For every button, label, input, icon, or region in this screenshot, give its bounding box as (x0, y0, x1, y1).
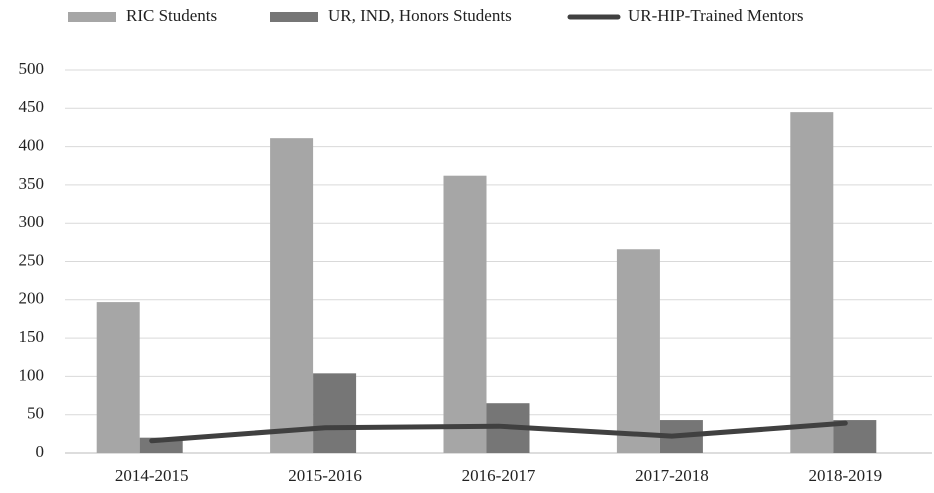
bar (270, 138, 314, 453)
y-tick-label: 50 (27, 404, 44, 423)
y-tick-label: 250 (19, 250, 45, 269)
bar (443, 175, 487, 453)
x-tick-label: 2016-2017 (462, 466, 536, 485)
y-tick-label: 200 (19, 289, 45, 308)
x-tick-label: 2017-2018 (635, 466, 709, 485)
bar (616, 249, 660, 453)
y-tick-label: 450 (19, 97, 45, 116)
bar (790, 112, 834, 453)
bar (96, 302, 140, 453)
y-tick-label: 400 (19, 136, 45, 155)
legend-label: UR, IND, Honors Students (328, 6, 512, 25)
bar (313, 373, 357, 453)
y-tick-label: 100 (19, 365, 45, 384)
x-tick-label: 2014-2015 (115, 466, 189, 485)
legend-swatch (68, 12, 116, 22)
legend-label: UR-HIP-Trained Mentors (628, 6, 804, 25)
legend-swatch (270, 12, 318, 22)
y-tick-label: 0 (36, 442, 45, 461)
y-tick-label: 150 (19, 327, 45, 346)
line (149, 420, 848, 444)
x-tick-label: 2015-2016 (288, 466, 362, 485)
y-tick-label: 300 (19, 212, 45, 231)
legend-label: RIC Students (126, 6, 217, 25)
y-tick-label: 500 (19, 59, 45, 78)
x-tick-label: 2018-2019 (808, 466, 882, 485)
y-tick-label: 350 (19, 174, 45, 193)
